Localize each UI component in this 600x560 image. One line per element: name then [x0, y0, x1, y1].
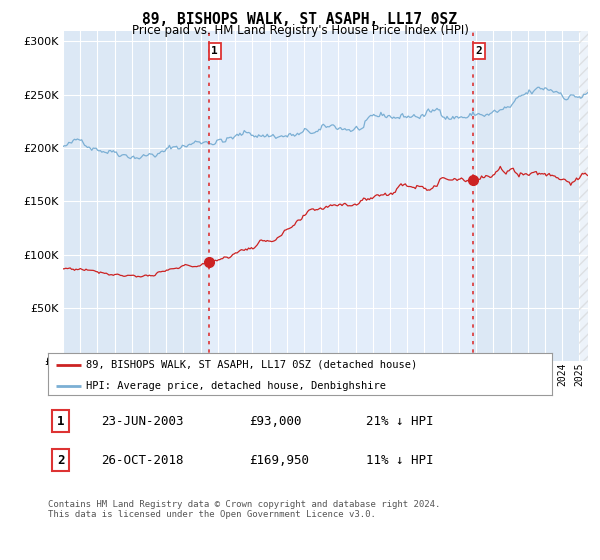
Text: 1: 1: [211, 46, 218, 56]
Text: Price paid vs. HM Land Registry's House Price Index (HPI): Price paid vs. HM Land Registry's House …: [131, 24, 469, 37]
Text: 2: 2: [57, 454, 64, 467]
Text: 23-JUN-2003: 23-JUN-2003: [101, 414, 184, 428]
Text: HPI: Average price, detached house, Denbighshire: HPI: Average price, detached house, Denb…: [86, 381, 386, 390]
Text: 2: 2: [476, 46, 482, 56]
Bar: [580, 31, 588, 361]
Text: 11% ↓ HPI: 11% ↓ HPI: [365, 454, 433, 467]
Bar: [209, 31, 473, 361]
Text: 89, BISHOPS WALK, ST ASAPH, LL17 0SZ: 89, BISHOPS WALK, ST ASAPH, LL17 0SZ: [143, 12, 458, 27]
Text: Contains HM Land Registry data © Crown copyright and database right 2024.
This d: Contains HM Land Registry data © Crown c…: [48, 500, 440, 519]
Text: £93,000: £93,000: [250, 414, 302, 428]
Text: 26-OCT-2018: 26-OCT-2018: [101, 454, 184, 467]
Text: 21% ↓ HPI: 21% ↓ HPI: [365, 414, 433, 428]
Text: £169,950: £169,950: [250, 454, 310, 467]
Text: 1: 1: [57, 414, 64, 428]
Text: 89, BISHOPS WALK, ST ASAPH, LL17 0SZ (detached house): 89, BISHOPS WALK, ST ASAPH, LL17 0SZ (de…: [86, 360, 417, 370]
